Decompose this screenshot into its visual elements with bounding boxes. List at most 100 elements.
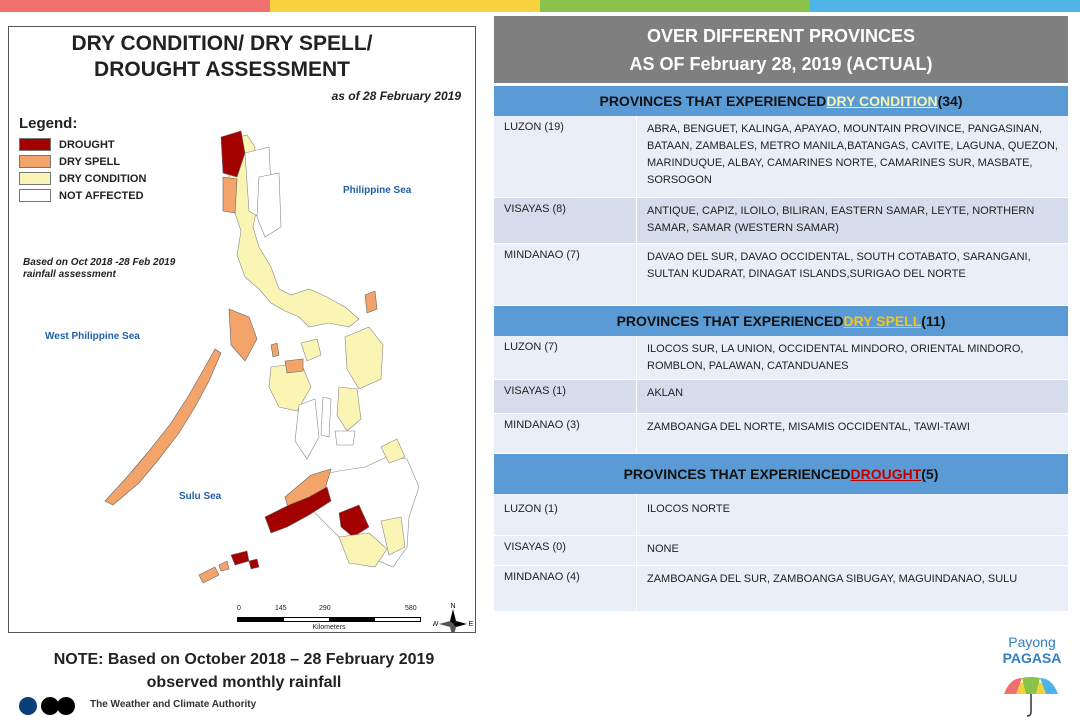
umbrella-icon — [1004, 677, 1058, 717]
region-cell: LUZON (7) — [494, 336, 637, 379]
label-west-philippine-sea: West Philippine Sea — [45, 331, 140, 342]
map-scale-bar: 0 145 290 580 Kilometers — [237, 605, 421, 631]
map-region-ilocos-sur — [222, 176, 238, 214]
scale-unit: Kilometers — [312, 624, 346, 631]
legend-label-dry-spell: DRY SPELL — [59, 155, 121, 168]
scale-tick-580: 580 — [405, 605, 417, 612]
top-bar-segment-3 — [540, 0, 810, 12]
note-line1: NOTE: Based on October 2018 – 28 Februar… — [53, 651, 435, 668]
provinces-cell: ZAMBOANGA DEL SUR, ZAMBOANGA SIBUGAY, MA… — [647, 573, 1018, 585]
section-prefix: PROVINCES THAT EXPERIENCED — [599, 93, 827, 109]
region-cell: MINDANAO (3) — [494, 414, 637, 453]
map-region-mindoro — [228, 308, 258, 362]
map-region-palawan — [104, 348, 222, 506]
map-region-masbate — [300, 338, 322, 362]
table-row: LUZON (7) ILOCOS SUR, LA UNION, OCCIDENT… — [494, 336, 1068, 380]
map-note-line2: rainfall assessment — [23, 269, 116, 280]
map-region-cagayan — [256, 172, 282, 238]
map-region-ilocos-norte — [220, 130, 246, 178]
table-row: LUZON (19) ABRA, BENGUET, KALINGA, APAYA… — [494, 116, 1068, 198]
table-row: LUZON (1) ILOCOS NORTE — [494, 494, 1068, 536]
region-cell: VISAYAS (0) — [494, 536, 637, 565]
map-region-sulu-2 — [248, 558, 260, 570]
map-legend: Legend: DROUGHT DRY SPELL DRY CONDITION … — [19, 115, 146, 204]
provinces-table: PROVINCES THAT EXPERIENCED DRY CONDITION… — [494, 86, 1068, 612]
section-keyword-dry-spell: DRY SPELL — [843, 313, 922, 329]
top-bar-segment-2 — [270, 0, 540, 12]
brand-line2: PAGASA — [1002, 650, 1062, 666]
section-count: (5) — [921, 466, 939, 482]
legend-swatch-dry-spell — [19, 155, 51, 168]
map-region-negros — [294, 398, 320, 460]
legend-title: Legend: — [19, 115, 78, 132]
map-region-samar — [344, 326, 384, 390]
table-row: VISAYAS (0) NONE — [494, 536, 1068, 566]
provinces-cell: ANTIQUE, CAPIZ, ILOILO, BILIRAN, EASTERN… — [647, 205, 1035, 234]
legend-row-dry-spell: DRY SPELL — [19, 153, 146, 170]
provinces-cell: DAVAO DEL SUR, DAVAO OCCIDENTAL, SOUTH C… — [647, 251, 1031, 280]
provinces-cell: ABRA, BENGUET, KALINGA, APAYAO, MOUNTAIN… — [647, 123, 1058, 186]
map-region-tawi-tawi — [198, 566, 220, 584]
region-cell: LUZON (1) — [494, 494, 637, 535]
region-cell: VISAYAS (8) — [494, 198, 637, 243]
legend-row-drought: DROUGHT — [19, 136, 146, 153]
compass-n: N — [450, 603, 455, 610]
pagasa-logo-icon — [19, 697, 75, 715]
map-region-romblon — [270, 342, 280, 358]
legend-row-not-affected: NOT AFFECTED — [19, 187, 146, 204]
map-region-sulu — [230, 550, 250, 566]
table-row: MINDANAO (4) ZAMBOANGA DEL SUR, ZAMBOANG… — [494, 566, 1068, 612]
scale-ticks: 0 145 290 580 — [237, 605, 421, 617]
top-bar-segment-4 — [810, 0, 1080, 12]
scale-tick-0: 0 — [237, 605, 241, 612]
provinces-cell: ZAMBOANGA DEL NORTE, MISAMIS OCCIDENTAL,… — [647, 421, 970, 433]
section-head-dry-spell: PROVINCES THAT EXPERIENCED DRY SPELL (11… — [494, 306, 1068, 336]
map-region-catanduanes — [364, 290, 378, 314]
region-cell: VISAYAS (1) — [494, 380, 637, 413]
provinces-cell: AKLAN — [647, 387, 684, 399]
payong-pagasa-brand: Payong PAGASA — [990, 634, 1074, 666]
table-header: OVER DIFFERENT PROVINCES AS OF February … — [494, 16, 1068, 83]
rainfall-note: NOTE: Based on October 2018 – 28 Februar… — [10, 648, 478, 694]
map-region-zamboanga-del-sur — [264, 486, 332, 534]
section-keyword-drought: DROUGHT — [850, 466, 922, 482]
provinces-cell: ILOCOS SUR, LA UNION, OCCIDENTAL MINDORO… — [647, 343, 1024, 372]
compass-e: E — [469, 621, 473, 628]
header-line2: AS OF February 28, 2019 (ACTUAL) — [629, 54, 933, 74]
scale-bar-graphic — [237, 617, 421, 622]
table-row: VISAYAS (8) ANTIQUE, CAPIZ, ILOILO, BILI… — [494, 198, 1068, 244]
region-cell: MINDANAO (4) — [494, 566, 637, 611]
provinces-cell: NONE — [647, 543, 679, 555]
compass-w: W — [433, 621, 439, 628]
label-sulu-sea: Sulu Sea — [179, 491, 222, 502]
map-region-maguindanao — [338, 504, 370, 538]
map-region-cebu — [320, 396, 332, 438]
top-color-bar — [0, 0, 1080, 12]
map-region-tawi-tawi-2 — [218, 560, 230, 572]
scale-tick-290: 290 — [319, 605, 331, 612]
legend-row-dry-condition: DRY CONDITION — [19, 170, 146, 187]
map-region-surigao — [380, 438, 406, 464]
compass-rose-icon: N S W E — [433, 603, 473, 632]
drought-map-panel: DRY CONDITION/ DRY SPELL/ DROUGHT ASSESS… — [8, 26, 476, 633]
map-region-leyte — [336, 386, 362, 432]
label-philippine-sea: Philippine Sea — [343, 185, 412, 196]
section-count: (11) — [921, 313, 946, 329]
scale-tick-145: 145 — [275, 605, 287, 612]
table-row: MINDANAO (3) ZAMBOANGA DEL NORTE, MISAMI… — [494, 414, 1068, 454]
map-region-davao-sur — [380, 516, 406, 556]
map-title-line1: DRY CONDITION/ DRY SPELL/ — [71, 32, 373, 55]
legend-swatch-drought — [19, 138, 51, 151]
section-head-dry-condition: PROVINCES THAT EXPERIENCED DRY CONDITION… — [494, 86, 1068, 116]
table-row: MINDANAO (7) DAVAO DEL SUR, DAVAO OCCIDE… — [494, 244, 1068, 306]
section-keyword-dry-condition: DRY CONDITION — [826, 93, 938, 109]
top-bar-segment-1 — [0, 0, 270, 12]
region-cell: LUZON (19) — [494, 116, 637, 197]
map-rainfall-note: Based on Oct 2018 -28 Feb 2019 rainfall … — [23, 257, 223, 281]
legend-label-not-affected: NOT AFFECTED — [59, 189, 144, 202]
map-region-bohol — [334, 430, 356, 446]
map-region-south-cotabato — [338, 532, 388, 568]
map-title-line2: DROUGHT ASSESSMENT — [94, 58, 350, 81]
legend-label-drought: DROUGHT — [59, 138, 115, 151]
table-row: VISAYAS (1) AKLAN — [494, 380, 1068, 414]
